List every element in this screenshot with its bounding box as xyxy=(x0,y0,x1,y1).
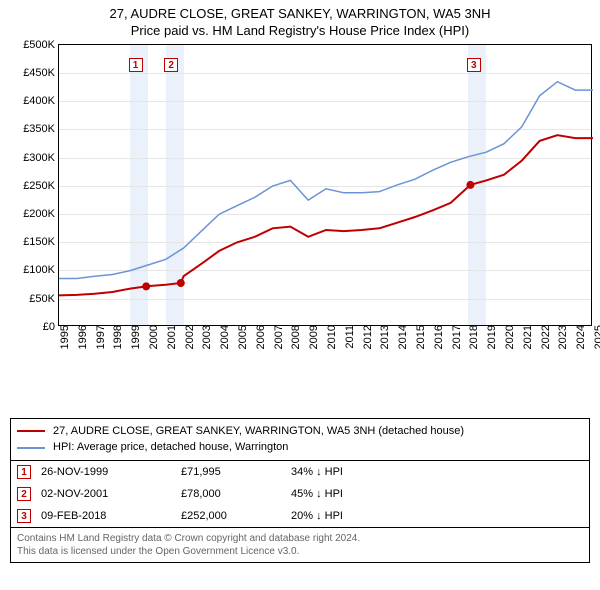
transaction-price: £71,995 xyxy=(181,466,281,478)
legend-label: HPI: Average price, detached house, Warr… xyxy=(53,439,288,456)
series-marker xyxy=(466,181,474,189)
annotation-marker: 2 xyxy=(164,58,178,72)
x-axis-label: 2025 xyxy=(589,325,600,349)
x-axis-label: 2022 xyxy=(536,325,552,349)
x-axis-label: 2009 xyxy=(304,325,320,349)
attribution-footer: Contains HM Land Registry data © Crown c… xyxy=(10,528,590,563)
transaction-marker: 3 xyxy=(17,509,31,523)
annotation-marker: 3 xyxy=(467,58,481,72)
transaction-price: £252,000 xyxy=(181,510,281,522)
transaction-pct-vs-hpi: 45% ↓ HPI xyxy=(291,488,411,500)
x-axis-label: 2023 xyxy=(553,325,569,349)
y-axis-label: £450K xyxy=(23,67,59,79)
legend-swatch xyxy=(17,447,45,449)
y-axis-label: £350K xyxy=(23,123,59,135)
transactions-table: 1 26-NOV-1999 £71,995 34% ↓ HPI 2 02-NOV-2001… xyxy=(10,461,590,528)
transaction-pct-vs-hpi: 20% ↓ HPI xyxy=(291,510,411,522)
transaction-row: 2 02-NOV-2001 £78,000 45% ↓ HPI xyxy=(11,483,589,505)
x-axis-label: 2013 xyxy=(375,325,391,349)
y-axis-label: £250K xyxy=(23,180,59,192)
y-axis-label: £500K xyxy=(23,39,59,51)
x-axis-label: 2006 xyxy=(251,325,267,349)
x-axis-label: 2005 xyxy=(233,325,249,349)
legend-label: 27, AUDRE CLOSE, GREAT SANKEY, WARRINGTO… xyxy=(53,423,464,440)
legend-row: HPI: Average price, detached house, Warr… xyxy=(17,439,583,456)
y-axis-label: £300K xyxy=(23,152,59,164)
chart-titles: 27, AUDRE CLOSE, GREAT SANKEY, WARRINGTO… xyxy=(10,6,590,40)
legend-row: 27, AUDRE CLOSE, GREAT SANKEY, WARRINGTO… xyxy=(17,423,583,440)
x-axis-label: 2002 xyxy=(180,325,196,349)
legend-swatch xyxy=(17,430,45,432)
x-axis-label: 2016 xyxy=(429,325,445,349)
x-axis-label: 2001 xyxy=(162,325,178,349)
x-axis-label: 2003 xyxy=(197,325,213,349)
x-axis-label: 2021 xyxy=(518,325,534,349)
x-axis-label: 2020 xyxy=(500,325,516,349)
series-marker xyxy=(142,282,150,290)
x-axis-label: 2004 xyxy=(215,325,231,349)
x-axis-label: 2018 xyxy=(464,325,480,349)
y-axis-label: £50K xyxy=(29,293,59,305)
x-axis-label: 2017 xyxy=(447,325,463,349)
x-axis-label: 1996 xyxy=(73,325,89,349)
footer-line-1: Contains HM Land Registry data © Crown c… xyxy=(17,532,583,545)
transaction-price: £78,000 xyxy=(181,488,281,500)
series-hpi xyxy=(59,81,593,278)
transaction-date: 02-NOV-2001 xyxy=(41,488,171,500)
x-axis-label: 2011 xyxy=(340,325,356,349)
annotation-marker: 1 xyxy=(129,58,143,72)
x-axis-label: 1998 xyxy=(108,325,124,349)
x-axis-label: 2019 xyxy=(482,325,498,349)
transaction-row: 1 26-NOV-1999 £71,995 34% ↓ HPI xyxy=(11,461,589,483)
transaction-row: 3 09-FEB-2018 £252,000 20% ↓ HPI xyxy=(11,505,589,527)
transaction-pct-vs-hpi: 34% ↓ HPI xyxy=(291,466,411,478)
title-line-1: 27, AUDRE CLOSE, GREAT SANKEY, WARRINGTO… xyxy=(10,6,590,23)
x-axis-label: 2010 xyxy=(322,325,338,349)
series-marker xyxy=(177,279,185,287)
y-axis-label: £400K xyxy=(23,95,59,107)
x-axis-label: 1999 xyxy=(126,325,142,349)
legend: 27, AUDRE CLOSE, GREAT SANKEY, WARRINGTO… xyxy=(10,418,590,461)
x-axis-label: 2007 xyxy=(269,325,285,349)
transaction-marker: 1 xyxy=(17,465,31,479)
x-axis-label: 2008 xyxy=(286,325,302,349)
title-line-2: Price paid vs. HM Land Registry's House … xyxy=(10,23,590,40)
transaction-date: 09-FEB-2018 xyxy=(41,510,171,522)
x-axis-label: 1997 xyxy=(91,325,107,349)
x-axis-label: 2014 xyxy=(393,325,409,349)
series-price_paid xyxy=(59,135,593,295)
x-axis-label: 2012 xyxy=(358,325,374,349)
series-layer xyxy=(59,45,593,327)
y-axis-label: £200K xyxy=(23,208,59,220)
x-axis-label: 2015 xyxy=(411,325,427,349)
transaction-date: 26-NOV-1999 xyxy=(41,466,171,478)
transaction-marker: 2 xyxy=(17,487,31,501)
x-axis-label: 1995 xyxy=(55,325,71,349)
x-axis-label: 2000 xyxy=(144,325,160,349)
chart: £0£50K£100K£150K£200K£250K£300K£350K£400… xyxy=(10,44,590,370)
y-axis-label: £150K xyxy=(23,236,59,248)
y-axis-label: £100K xyxy=(23,264,59,276)
footer-line-2: This data is licensed under the Open Gov… xyxy=(17,545,583,558)
x-axis-label: 2024 xyxy=(571,325,587,349)
plot-area: £0£50K£100K£150K£200K£250K£300K£350K£400… xyxy=(58,44,592,326)
